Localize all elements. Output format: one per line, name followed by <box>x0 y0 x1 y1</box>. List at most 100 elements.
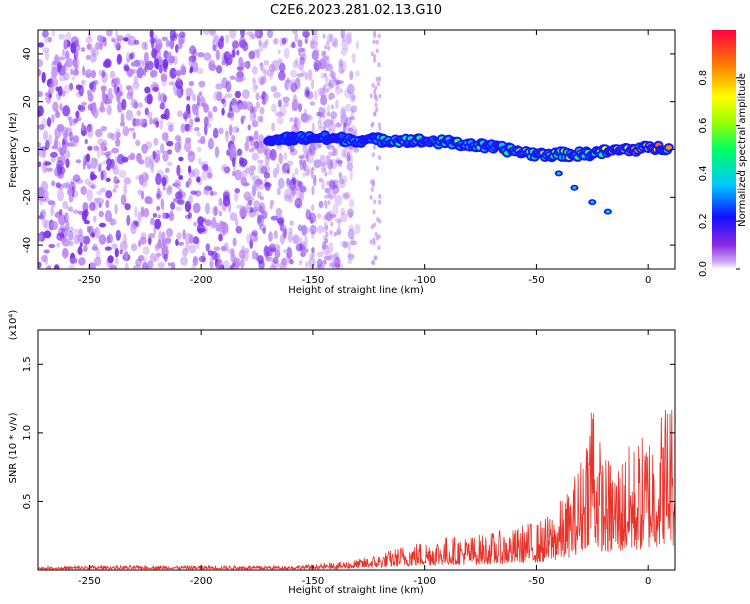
noise-speckle <box>252 206 259 213</box>
noise-speckle <box>347 241 352 252</box>
noise-speckle <box>109 264 117 269</box>
noise-speckle <box>225 223 229 234</box>
noise-speckle <box>112 188 117 193</box>
noise-speckle <box>41 71 46 84</box>
noise-speckle <box>251 184 257 197</box>
noise-speckle <box>130 68 137 74</box>
noise-speckle <box>90 174 97 180</box>
noise-speckle <box>192 202 201 214</box>
noise-speckle <box>57 61 63 70</box>
noise-speckle <box>198 157 202 165</box>
noise-speckle <box>116 92 121 104</box>
noise-speckle <box>311 122 315 135</box>
noise-speckle <box>270 103 277 113</box>
noise-speckle <box>311 146 317 157</box>
noise-speckle <box>323 167 327 173</box>
noise-speckle <box>182 112 189 120</box>
noise-speckle <box>188 195 194 205</box>
noise-speckle <box>299 243 306 252</box>
noise-speckle <box>273 91 281 99</box>
noise-speckle <box>48 83 55 95</box>
noise-speckle <box>248 135 254 141</box>
noise-speckle <box>299 185 307 193</box>
noise-speckle <box>115 229 122 241</box>
noise-speckle <box>236 66 244 71</box>
noise-speckle <box>333 231 337 237</box>
noise-speckle <box>331 41 336 47</box>
noise-speckle <box>85 54 91 60</box>
noise-speckle <box>338 263 344 269</box>
noise-speckle <box>277 70 286 81</box>
noise-speckle <box>56 163 63 176</box>
noise-speckle <box>317 117 323 129</box>
noise-speckle <box>170 261 175 268</box>
noise-speckle <box>349 94 355 100</box>
noise-speckle <box>159 102 165 110</box>
noise-speckle <box>159 119 164 131</box>
noise-speckle <box>121 98 127 111</box>
noise-speckle <box>45 167 53 172</box>
noise-speckle <box>377 155 382 161</box>
noise-speckle <box>341 39 347 50</box>
noise-speckle <box>323 50 327 56</box>
noise-speckle <box>140 206 145 218</box>
noise-speckle <box>200 135 206 145</box>
noise-speckle <box>123 183 128 196</box>
noise-speckle <box>289 117 295 123</box>
noise-speckle <box>279 105 287 117</box>
noise-speckle <box>105 199 110 209</box>
noise-speckle <box>180 256 188 266</box>
noise-speckle <box>184 242 190 252</box>
noise-speckle <box>42 218 48 229</box>
noise-speckle <box>215 222 220 232</box>
noise-speckle <box>326 180 330 186</box>
noise-speckle <box>329 262 333 268</box>
noise-speckle <box>137 211 142 223</box>
noise-speckle <box>323 200 328 206</box>
noise-speckle <box>270 247 277 253</box>
noise-speckle <box>71 76 76 81</box>
noise-speckle <box>116 35 124 41</box>
noise-speckle <box>298 159 304 166</box>
noise-speckle <box>207 250 214 256</box>
noise-speckle <box>332 185 340 195</box>
noise-speckle <box>130 223 137 235</box>
noise-speckle <box>328 179 336 189</box>
noise-speckle <box>187 177 192 186</box>
noise-speckle <box>39 211 44 218</box>
noise-speckle <box>212 127 219 139</box>
noise-speckle <box>377 245 381 251</box>
noise-speckle <box>310 216 314 225</box>
noise-speckle <box>138 174 144 186</box>
noise-speckle <box>322 120 326 126</box>
noise-speckle <box>135 139 141 147</box>
noise-speckle <box>344 34 353 45</box>
noise-speckle <box>68 264 76 269</box>
signal-core <box>665 145 672 151</box>
noise-speckle <box>92 243 98 251</box>
noise-speckle <box>323 94 327 100</box>
noise-speckle <box>334 263 341 269</box>
noise-speckle <box>123 177 131 185</box>
noise-speckle <box>38 145 42 157</box>
noise-speckle <box>229 212 238 222</box>
noise-speckle <box>323 124 327 130</box>
noise-speckle <box>342 193 350 201</box>
noise-speckle <box>64 212 69 223</box>
noise-speckle <box>63 84 71 94</box>
noise-speckle <box>338 63 344 70</box>
noise-speckle <box>138 102 143 109</box>
noise-speckle <box>343 122 350 135</box>
noise-speckle <box>283 47 290 59</box>
noise-speckle <box>261 67 267 74</box>
noise-speckle <box>94 158 98 164</box>
noise-speckle <box>42 30 49 38</box>
noise-speckle <box>301 69 306 75</box>
noise-speckle <box>373 92 377 98</box>
noise-speckle <box>192 106 199 116</box>
noise-speckle <box>107 233 113 244</box>
noise-speckle <box>212 44 217 52</box>
noise-speckle <box>246 31 254 36</box>
snr-frame <box>37 329 676 571</box>
noise-speckle <box>194 117 201 123</box>
